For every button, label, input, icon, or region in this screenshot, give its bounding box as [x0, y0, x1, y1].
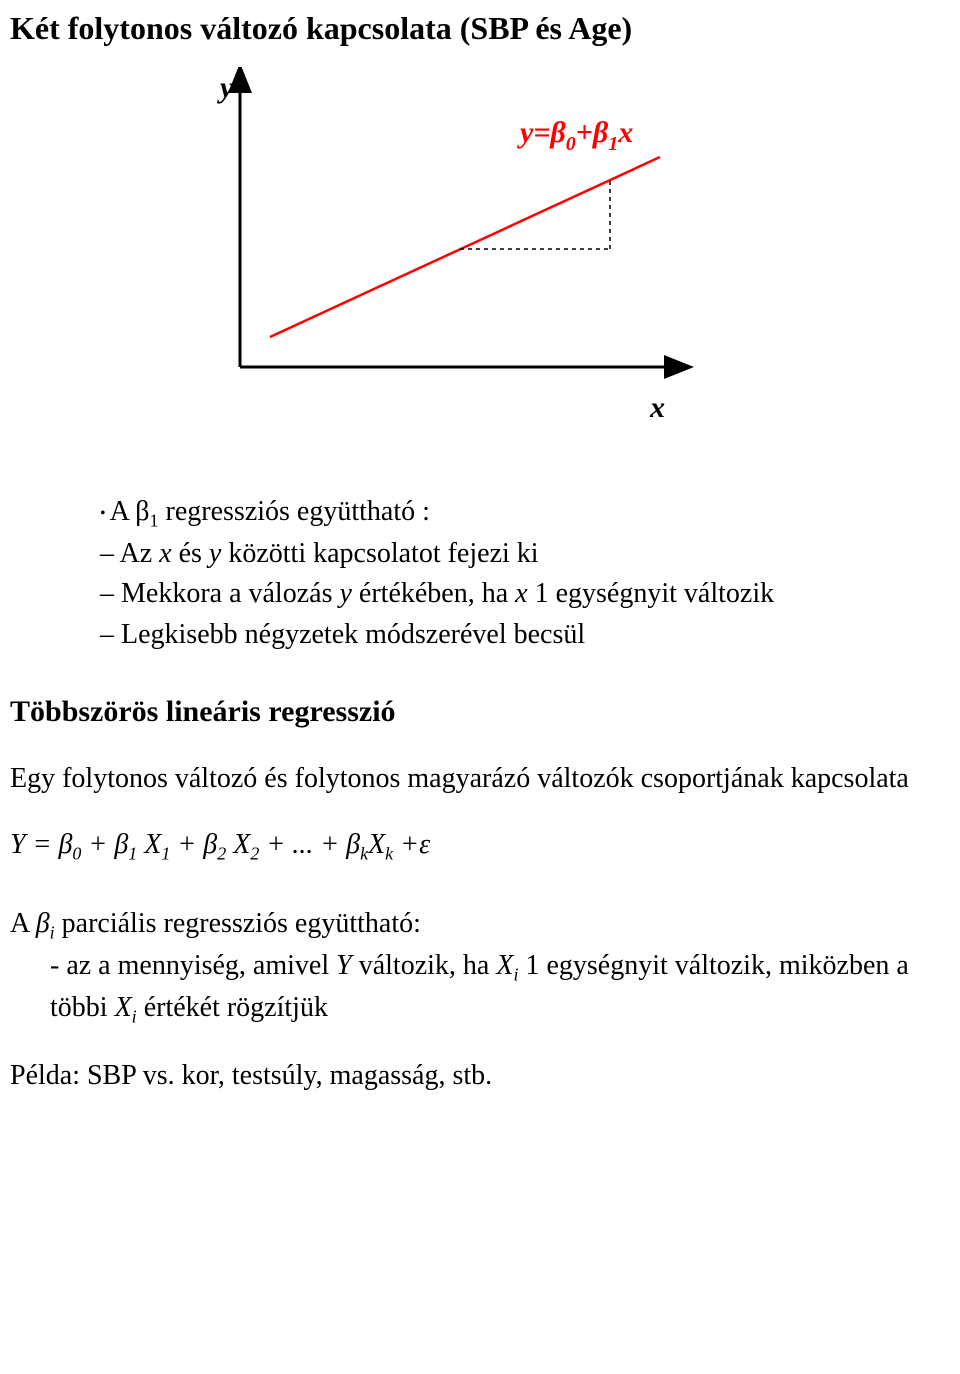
bullet-sub-1: Az x és y közötti kapcsolatot fejezi ki: [100, 534, 930, 575]
pl2-X: X: [496, 950, 513, 981]
s1-x: x: [159, 538, 171, 569]
pl1-pre: A: [10, 908, 36, 939]
s1-y: y: [209, 538, 221, 569]
svg-text:y=β0+β1x: y=β0+β1x: [517, 116, 633, 155]
bullet-block: A β1 regressziós együttható : Az x és y …: [100, 492, 930, 655]
f-x2: X: [233, 829, 250, 860]
s2-y: y: [339, 578, 351, 609]
pl2-Y: Y: [336, 950, 352, 981]
chart-svg: y x y=β0+β1x: [180, 67, 720, 447]
example-line: Példa: SBP vs. kor, testsúly, magasság, …: [10, 1060, 930, 1092]
s2-mid: értékében, ha: [352, 578, 515, 609]
s2-post: 1 egységnyit változik: [528, 578, 775, 609]
f-eps: +ε: [400, 829, 430, 860]
f-xsk: k: [385, 843, 393, 863]
bullet-sub-2: Mekkora a válozás y értékében, ha x 1 eg…: [100, 574, 930, 615]
pl2-pre: - az a mennyiség, amivel: [50, 950, 336, 981]
page-title: Két folytonos változó kapcsolata (SBP és…: [10, 10, 930, 47]
partial-line-2: - az a mennyiség, amivel Y változik, ha …: [50, 946, 930, 1030]
s3: Legkisebb négyzetek módszerével becsül: [121, 619, 585, 650]
f-s2: 2: [217, 843, 226, 863]
svg-text:y: y: [217, 71, 234, 104]
b1-pre: A β: [110, 496, 150, 527]
s1-pre: Az: [119, 538, 159, 569]
f-sk: k: [360, 843, 368, 863]
s2-x: x: [515, 578, 527, 609]
s1-post: közötti kapcsolatot fejezi ki: [221, 538, 538, 569]
pl2-X2: X: [115, 992, 132, 1023]
pl2-mid: változik, ha: [352, 950, 497, 981]
pl1-post: parciális regressziós együttható:: [55, 908, 421, 939]
regression-formula: Y = β0 + β1 X1 + β2 X2 + ... + βkXk +ε: [10, 829, 930, 865]
b1-post: regressziós együttható :: [159, 496, 430, 527]
f-s1: 1: [128, 843, 137, 863]
b1-sub: 1: [150, 511, 159, 531]
regression-chart: y x y=β0+β1x: [180, 67, 930, 452]
f-p2: + β: [170, 829, 217, 860]
f-x1: X: [144, 829, 161, 860]
pl2-end: értékét rögzítjük: [137, 992, 328, 1023]
s1-mid: és: [172, 538, 209, 569]
f-xs2: 2: [250, 843, 259, 863]
s2-pre: Mekkora a válozás: [121, 578, 339, 609]
partial-line-1: A βi parciális regressziós együttható:: [10, 904, 930, 946]
f-p3: + ... + β: [259, 829, 360, 860]
section-para: Egy folytonos változó és folytonos magya…: [10, 759, 930, 798]
page: Két folytonos változó kapcsolata (SBP és…: [0, 0, 960, 1374]
svg-text:x: x: [649, 391, 665, 424]
pl1-beta: β: [36, 908, 50, 939]
f-xk: X: [368, 829, 385, 860]
section-heading: Többszörös lineáris regresszió: [10, 695, 930, 729]
f-lhs: Y = β: [10, 829, 72, 860]
f-p1: + β: [81, 829, 128, 860]
bullet-sub-3: Legkisebb négyzetek módszerével becsül: [100, 615, 930, 656]
partial-block: A βi parciális regressziós együttható: -…: [10, 904, 930, 1029]
bullet-main: A β1 regressziós együttható : Az x és y …: [100, 492, 930, 655]
